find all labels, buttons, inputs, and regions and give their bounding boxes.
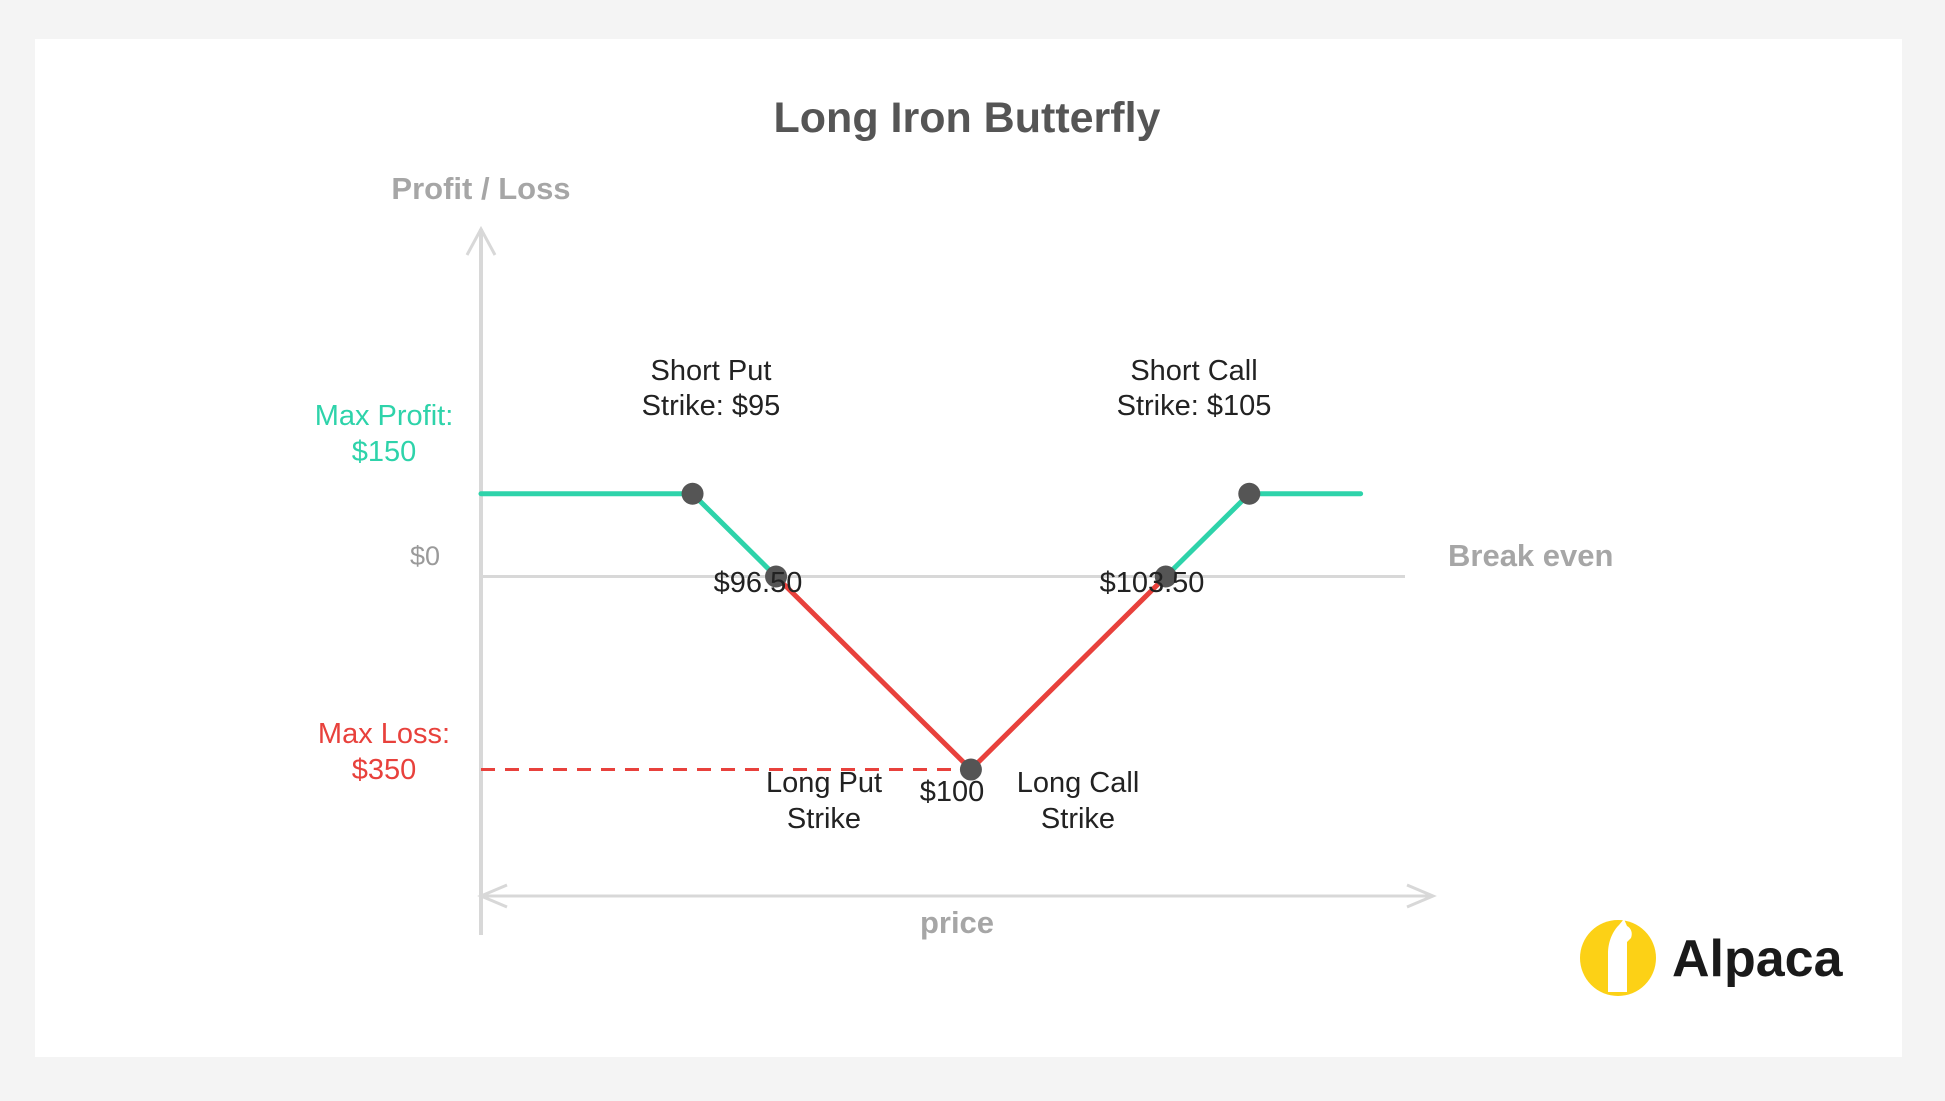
y-axis-arrow-icon [465,225,497,256]
payoff-line [478,491,1364,773]
payoff-marker [1238,482,1261,505]
chart-title: Long Iron Butterfly [774,94,1161,142]
short-put-label: Short Put [651,355,772,387]
payoff-markers [681,482,1261,781]
alpaca-head-icon [1608,919,1632,992]
break-even-label: Break even [1448,538,1613,573]
break-even-high-label: $103.50 [1100,567,1205,599]
center-strike-label: $100 [920,776,985,808]
max-loss-label: Max Loss: [318,718,450,750]
x-axis-right-arrow-icon [1406,883,1437,909]
x-axis-label: price [920,905,994,940]
payoff-marker [765,565,788,588]
payoff-marker [681,482,704,505]
max-profit-value: $150 [352,436,417,468]
payoff-chart: Long Iron Butterfly Profit / Loss price … [315,94,1844,996]
long-put-label: Long Put [766,767,882,799]
short-put-strike-label: Strike: $95 [642,390,781,422]
payoff-segment [690,491,779,579]
max-profit-label: Max Profit: [315,400,454,432]
payoff-segment [968,573,1169,773]
payoff-segment [773,573,974,773]
short-call-label: Short Call [1130,355,1257,387]
payoff-marker [959,758,982,781]
zero-tick-label: $0 [410,541,440,571]
axes [465,225,1437,935]
short-call-strike-label: Strike: $105 [1117,390,1272,422]
break-even-low-label: $96.50 [714,567,803,599]
long-call-strike-label: Strike [1041,803,1115,835]
y-axis-label: Profit / Loss [391,171,570,206]
payoff-segment [1163,491,1252,579]
brand-logo: Alpaca [1580,919,1844,996]
chart-card: Long Iron Butterfly Profit / Loss price … [35,39,1902,1057]
long-put-strike-label: Strike [787,803,861,835]
long-call-label: Long Call [1017,767,1140,799]
x-axis-left-arrow-icon [477,883,508,909]
brand-name: Alpaca [1672,930,1844,988]
max-loss-value: $350 [352,754,417,786]
payoff-marker [1154,565,1177,588]
